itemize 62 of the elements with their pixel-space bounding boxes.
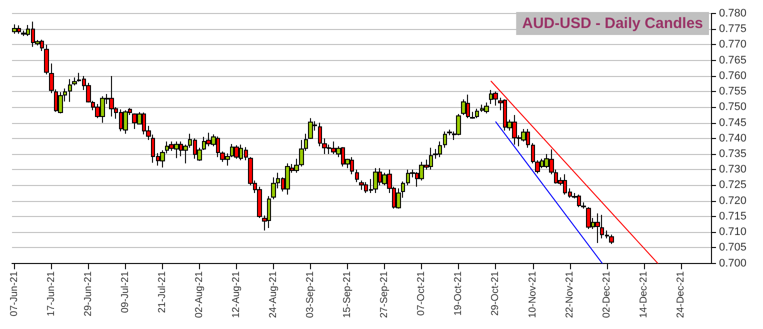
- candlestick: [470, 111, 475, 120]
- x-tick-label: 02-Aug-21: [194, 270, 205, 318]
- y-tick-label: 0.720: [719, 194, 747, 207]
- y-tick-label: 0.755: [719, 86, 747, 98]
- candlestick: [461, 98, 466, 116]
- x-tick-label: 29-Jun-21: [82, 270, 94, 316]
- candlestick: [109, 75, 114, 118]
- candlestick: [68, 78, 72, 102]
- x-tick-label: 02-Dec-21: [601, 270, 612, 318]
- candlestick: [72, 77, 77, 86]
- x-tick-label: 14-Dec-21: [638, 270, 650, 318]
- y-tick-label: 0.735: [719, 148, 747, 160]
- y-tick-label: 0.745: [719, 116, 747, 129]
- x-tick-label: 21-Jul-21: [156, 270, 168, 314]
- y-tick-label: 0.725: [719, 179, 747, 192]
- y-tick-label: 0.760: [719, 70, 747, 82]
- candlestick: [456, 114, 461, 136]
- y-tick-label: 0.730: [719, 164, 747, 176]
- candlestick: [123, 110, 128, 134]
- y-tick-label: 0.710: [719, 226, 747, 238]
- x-tick-label: 07-Oct-21: [416, 270, 428, 316]
- x-tick-label: 15-Sep-21: [342, 270, 354, 318]
- x-tick-label: 10-Nov-21: [527, 270, 538, 318]
- y-tick-label: 0.775: [719, 23, 747, 36]
- candlestick: [609, 234, 614, 244]
- y-tick-label: 0.715: [719, 210, 747, 222]
- y-tick-label: 0.780: [719, 8, 747, 20]
- candlestick: [308, 118, 313, 140]
- x-tick-label: 03-Sep-21: [305, 270, 316, 318]
- candlestick: [359, 180, 364, 190]
- candlestick: [447, 129, 452, 136]
- candlestick: [44, 44, 49, 75]
- x-tick-label: 19-Oct-21: [453, 270, 464, 316]
- y-tick-label: 0.740: [719, 132, 747, 144]
- candlestick: [58, 92, 63, 114]
- candlestick: [285, 162, 290, 196]
- y-tick-label: 0.705: [719, 242, 747, 254]
- candlestick: [294, 158, 299, 174]
- candlestick: [493, 91, 498, 106]
- candlestick: [271, 176, 276, 200]
- x-tick-label: 07-Jun-21: [8, 270, 20, 316]
- x-tick-label: 12-Aug-21: [231, 270, 242, 318]
- candlestick: [234, 144, 239, 160]
- candlestick: [586, 206, 591, 230]
- x-tick-label: 22-Nov-21: [564, 270, 576, 318]
- candlestick: [373, 168, 378, 194]
- y-tick-label: 0.700: [719, 257, 747, 270]
- y-tick-label: 0.765: [719, 54, 747, 66]
- x-tick-label: 24-Dec-21: [675, 270, 686, 318]
- x-tick-label: 27-Sep-21: [379, 270, 390, 318]
- candlestick: [355, 169, 359, 183]
- x-tick-label: 29-Oct-21: [490, 270, 502, 316]
- candlestick: [443, 131, 447, 148]
- x-tick-label: 09-Jul-21: [120, 270, 131, 314]
- x-tick-label: 24-Aug-21: [268, 270, 280, 318]
- chart-title: AUD-USD - Daily Candles: [522, 15, 704, 32]
- candlestick: [12, 24, 17, 34]
- y-tick-label: 0.750: [719, 101, 747, 114]
- candlestick: [484, 102, 489, 114]
- y-tick-label: 0.770: [719, 38, 747, 51]
- candlestick: [595, 212, 600, 244]
- x-tick-label: 17-Jun-21: [46, 270, 57, 316]
